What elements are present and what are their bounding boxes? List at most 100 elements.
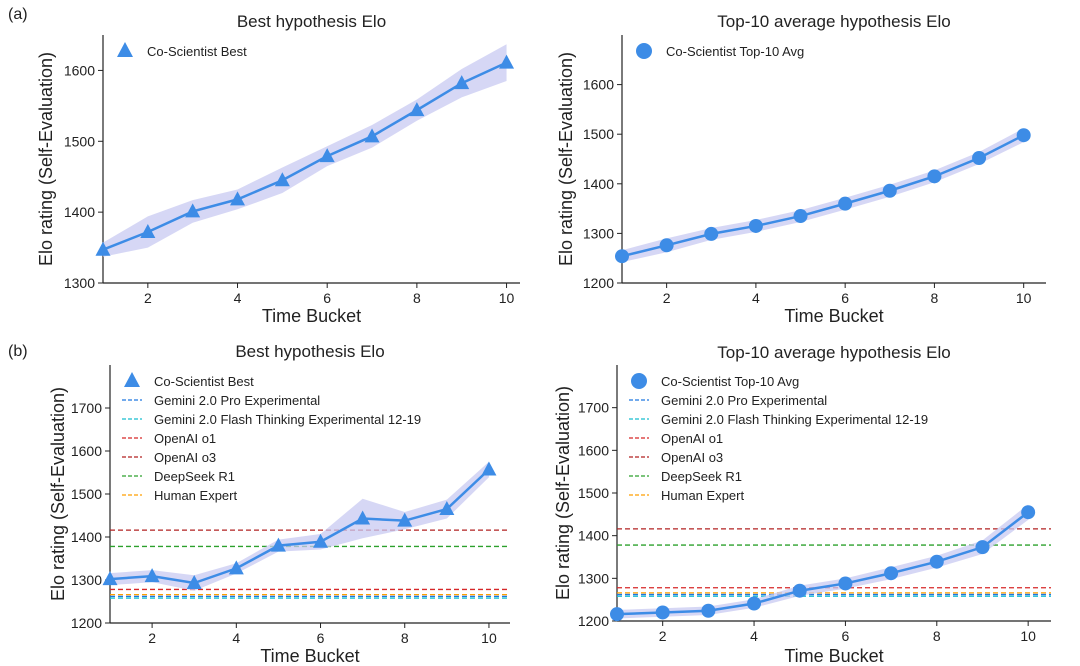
data-point <box>747 596 762 611</box>
panel-label-b: (b) <box>8 343 28 360</box>
data-point <box>927 169 942 184</box>
legend-label: DeepSeek R1 <box>154 469 235 484</box>
y-tick-label: 1400 <box>71 529 102 545</box>
data-point <box>454 75 470 90</box>
x-tick-label: 10 <box>1016 290 1032 306</box>
data-point <box>975 540 990 555</box>
legend: Co-Scientist Best <box>117 42 247 59</box>
y-tick-label: 1600 <box>64 62 95 78</box>
data-point <box>972 151 987 166</box>
y-tick-label: 1300 <box>71 572 102 588</box>
y-tick-label: 1400 <box>64 204 95 220</box>
y-tick-label: 1300 <box>64 275 95 291</box>
legend-label: Gemini 2.0 Pro Experimental <box>154 393 320 408</box>
y-tick-label: 1300 <box>583 225 614 241</box>
legend-marker <box>124 372 140 387</box>
data-point <box>615 249 629 264</box>
data-point <box>228 560 244 575</box>
chart-b-best: Best hypothesis Elo 2 4 6 8 10 1200 1300 1400 150… <box>48 342 510 666</box>
x-tick-label: 4 <box>750 628 758 644</box>
chart-title: Best hypothesis Elo <box>237 12 386 31</box>
x-tick-label: 4 <box>232 630 240 646</box>
x-tick-label: 8 <box>933 628 941 644</box>
legend-label: OpenAI o1 <box>154 431 216 446</box>
y-tick-label: 1700 <box>71 400 102 416</box>
chart-title: Top-10 average hypothesis Elo <box>717 12 950 31</box>
legend-label: OpenAI o3 <box>154 450 216 465</box>
data-point <box>882 183 897 198</box>
y-axis-label: Elo rating (Self-Evaluation) <box>48 387 68 601</box>
data-point <box>704 226 719 241</box>
x-tick-label: 2 <box>663 290 671 306</box>
data-point <box>364 128 380 143</box>
legend-marker <box>117 42 133 57</box>
confidence-band <box>103 44 507 257</box>
y-tick-label: 1600 <box>583 77 614 93</box>
data-point <box>748 218 763 233</box>
x-tick-label: 6 <box>323 290 331 306</box>
chart-a-best: Best hypothesis Elo 2 4 6 8 10 1300 1400 1500 160… <box>36 12 520 326</box>
data-point <box>884 566 899 581</box>
x-axis-label: Time Bucket <box>262 306 361 326</box>
data-point <box>355 510 371 525</box>
data-point <box>1021 505 1036 520</box>
panel-label-a: (a) <box>8 6 28 23</box>
data-point <box>929 554 944 569</box>
data-point <box>313 533 329 548</box>
data-point <box>409 102 425 117</box>
x-axis-label: Time Bucket <box>260 646 359 666</box>
legend-label: Gemini 2.0 Flash Thinking Experimental 1… <box>661 412 928 427</box>
data-point <box>95 241 111 256</box>
y-tick-label: 1200 <box>578 613 609 629</box>
y-tick-label: 1500 <box>583 126 614 142</box>
legend: Co-Scientist Best Gemini 2.0 Pro Experime… <box>122 372 421 503</box>
x-tick-label: 10 <box>1020 628 1036 644</box>
x-tick-label: 4 <box>234 290 242 306</box>
data-point <box>319 148 335 163</box>
series-line <box>109 468 490 585</box>
data-point <box>793 209 808 224</box>
series-line <box>621 134 1025 258</box>
data-point <box>270 537 286 552</box>
x-tick-label: 2 <box>148 630 156 646</box>
y-tick-label: 1400 <box>583 176 614 192</box>
legend-label: Human Expert <box>661 488 744 503</box>
confidence-band <box>617 504 1029 619</box>
x-tick-label: 2 <box>659 628 667 644</box>
y-tick-label: 1700 <box>578 400 609 416</box>
y-tick-label: 1500 <box>71 486 102 502</box>
series-line <box>102 61 508 251</box>
y-tick-label: 1600 <box>578 442 609 458</box>
data-point <box>481 461 497 476</box>
data-point <box>792 583 807 598</box>
legend-marker <box>636 43 652 59</box>
legend-label: Gemini 2.0 Pro Experimental <box>661 393 827 408</box>
data-point <box>1016 128 1031 143</box>
x-tick-label: 8 <box>931 290 939 306</box>
legend-label: DeepSeek R1 <box>661 469 742 484</box>
data-point <box>185 203 201 218</box>
data-point <box>499 54 515 69</box>
x-tick-label: 10 <box>481 630 497 646</box>
x-tick-label: 8 <box>413 290 421 306</box>
x-tick-label: 2 <box>144 290 152 306</box>
y-tick-label: 1200 <box>71 615 102 631</box>
legend: Co-Scientist Top-10 Avg <box>636 43 804 59</box>
y-tick-label: 1300 <box>578 570 609 586</box>
x-tick-label: 6 <box>842 628 850 644</box>
legend-label: Gemini 2.0 Flash Thinking Experimental 1… <box>154 412 421 427</box>
x-tick-label: 6 <box>317 630 325 646</box>
data-point <box>439 501 455 516</box>
x-tick-label: 4 <box>752 290 760 306</box>
chart-b-top10: Top-10 average hypothesis Elo 2 4 6 8 10 1200 1… <box>553 343 1051 666</box>
legend: Co-Scientist Top-10 Avg Gemini 2.0 Pro Ex… <box>629 373 928 503</box>
chart-a-top10: Top-10 average hypothesis Elo 2 4 6 8 10 1200 1… <box>556 12 1046 326</box>
data-point <box>144 568 160 583</box>
data-point <box>838 196 853 211</box>
y-tick-label: 1600 <box>71 443 102 459</box>
data-point <box>102 571 118 586</box>
legend-label: Human Expert <box>154 488 237 503</box>
series-line <box>616 511 1029 616</box>
data-point <box>397 512 413 527</box>
legend-label: OpenAI o1 <box>661 431 723 446</box>
